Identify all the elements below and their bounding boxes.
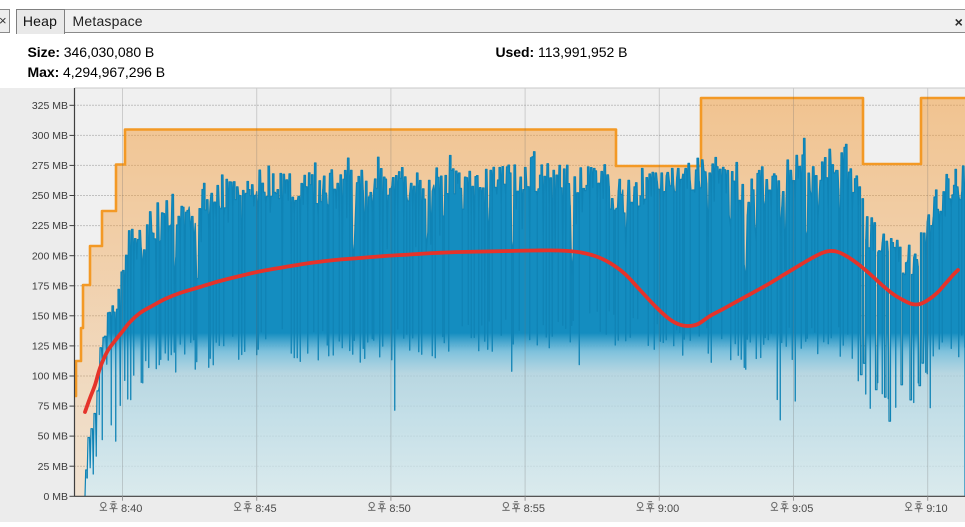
svg-text:250 MB: 250 MB bbox=[32, 190, 68, 202]
svg-text:100 MB: 100 MB bbox=[32, 371, 68, 383]
svg-text:325 MB: 325 MB bbox=[32, 100, 68, 112]
svg-text:50 MB: 50 MB bbox=[38, 431, 68, 443]
svg-text:75 MB: 75 MB bbox=[38, 401, 68, 413]
svg-text:175 MB: 175 MB bbox=[32, 280, 68, 292]
svg-text:125 MB: 125 MB bbox=[32, 341, 68, 353]
svg-text:8:45: 8:45 bbox=[255, 503, 276, 515]
svg-text:150 MB: 150 MB bbox=[32, 310, 68, 322]
svg-text:275 MB: 275 MB bbox=[32, 160, 68, 172]
svg-text:8:40: 8:40 bbox=[121, 503, 142, 515]
svg-text:0 MB: 0 MB bbox=[43, 491, 68, 503]
svg-text:8:50: 8:50 bbox=[389, 503, 410, 515]
svg-text:200 MB: 200 MB bbox=[32, 250, 68, 262]
svg-text:9:05: 9:05 bbox=[792, 503, 813, 515]
svg-text:25 MB: 25 MB bbox=[38, 461, 68, 473]
svg-text:9:00: 9:00 bbox=[658, 503, 679, 515]
svg-text:9:10: 9:10 bbox=[926, 503, 947, 515]
svg-text:300 MB: 300 MB bbox=[32, 130, 68, 142]
svg-text:225 MB: 225 MB bbox=[32, 220, 68, 232]
svg-text:8:55: 8:55 bbox=[524, 503, 545, 515]
